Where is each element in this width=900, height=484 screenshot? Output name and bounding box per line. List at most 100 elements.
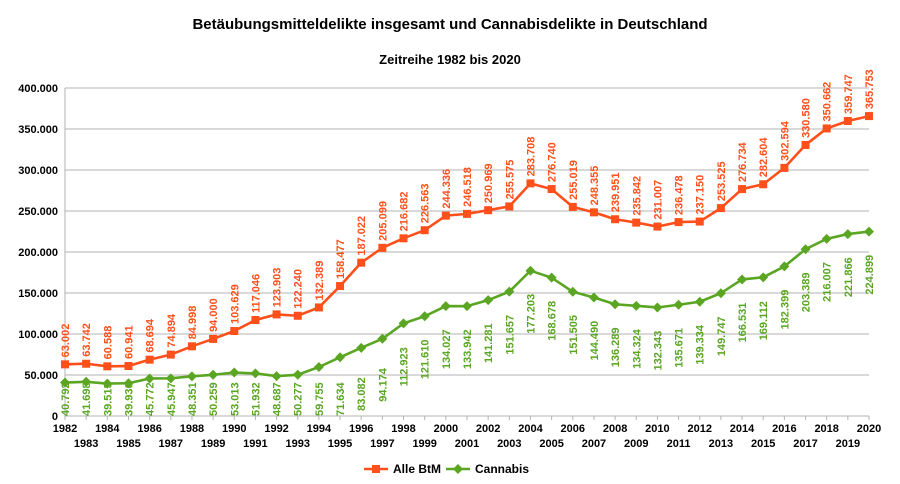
- legend-label: Cannabis: [475, 462, 529, 476]
- data-label: 68.694: [145, 318, 157, 353]
- data-point: [546, 272, 557, 283]
- data-point: [653, 222, 662, 231]
- x-tick-label: 2020: [857, 423, 881, 435]
- data-point: [102, 378, 113, 389]
- y-tick-label: 50.000: [24, 370, 58, 382]
- y-tick-label: 350.000: [18, 124, 58, 136]
- data-label: 221.866: [843, 257, 855, 297]
- data-label: 123.903: [272, 268, 284, 308]
- data-point: [356, 342, 367, 353]
- x-tick-label: 2000: [434, 423, 458, 435]
- data-label: 132.389: [314, 261, 326, 301]
- data-point: [251, 316, 260, 325]
- data-label: 149.747: [716, 316, 728, 356]
- x-tick-label: 1991: [243, 438, 267, 450]
- data-label: 139.334: [695, 324, 707, 365]
- data-label: 39.515: [102, 382, 114, 416]
- data-point: [250, 368, 261, 379]
- data-point: [145, 355, 154, 364]
- x-tick-label: 1992: [264, 423, 288, 435]
- data-point: [674, 218, 683, 227]
- data-point: [525, 265, 536, 276]
- x-tick-label: 2017: [793, 438, 817, 450]
- chart-subtitle: Zeitreihe 1982 bis 2020: [379, 52, 521, 67]
- data-label: 246.518: [462, 167, 474, 207]
- x-tick-label: 2013: [709, 438, 733, 450]
- data-label: 84.998: [187, 306, 199, 340]
- x-tick-label: 1998: [391, 423, 415, 435]
- y-tick-label: 200.000: [18, 247, 58, 259]
- data-point: [695, 217, 704, 226]
- data-label: 94.174: [377, 367, 389, 402]
- data-label: 166.531: [737, 303, 749, 343]
- data-label: 151.505: [568, 315, 580, 355]
- x-tick-label: 2012: [687, 423, 711, 435]
- data-label: 45.947: [166, 382, 178, 416]
- data-point: [398, 318, 409, 329]
- data-point: [738, 185, 747, 194]
- y-tick-label: 100.000: [18, 329, 58, 341]
- data-label: 350.662: [822, 82, 834, 122]
- data-point: [165, 373, 176, 384]
- x-tick-label: 1986: [137, 423, 161, 435]
- x-tick-label: 2019: [836, 438, 860, 450]
- data-point: [673, 299, 684, 310]
- data-label: 187.022: [356, 216, 368, 256]
- data-label: 74.894: [166, 313, 178, 348]
- data-point: [81, 376, 92, 387]
- x-tick-label: 1996: [349, 423, 373, 435]
- data-label: 63.742: [81, 323, 93, 357]
- data-point: [463, 209, 471, 218]
- x-tick-label: 2015: [751, 438, 775, 450]
- data-point: [716, 204, 725, 213]
- data-label: 53.013: [229, 382, 241, 416]
- data-point: [209, 334, 218, 343]
- data-point: [186, 371, 197, 382]
- data-point: [272, 310, 281, 319]
- data-point: [547, 185, 556, 194]
- x-tick-label: 2009: [624, 438, 648, 450]
- data-point: [652, 302, 663, 313]
- x-tick-label: 1985: [116, 438, 140, 450]
- data-label: 40.792: [60, 382, 72, 416]
- data-label: 253.525: [716, 161, 728, 201]
- data-label: 282.604: [758, 137, 770, 178]
- data-label: 169.112: [758, 301, 770, 340]
- data-label: 330.580: [801, 98, 813, 138]
- data-point: [780, 163, 789, 172]
- data-label: 50.277: [293, 382, 305, 416]
- data-label: 60.941: [123, 325, 135, 359]
- y-tick-label: 400.000: [18, 83, 58, 95]
- data-point: [378, 243, 387, 252]
- data-label: 235.842: [631, 176, 643, 216]
- data-point: [589, 208, 598, 217]
- data-point: [864, 226, 874, 237]
- data-label: 94.000: [208, 298, 220, 332]
- data-label: 122.240: [293, 269, 305, 309]
- y-tick-label: 250.000: [18, 206, 58, 218]
- data-label: 51.932: [250, 382, 262, 416]
- data-point: [462, 301, 472, 312]
- data-label: 226.563: [420, 183, 432, 223]
- data-point: [632, 218, 641, 227]
- data-label: 255.019: [568, 160, 580, 200]
- data-label: 132.343: [652, 331, 664, 371]
- data-point: [335, 352, 346, 363]
- x-tick-label: 2003: [497, 438, 521, 450]
- data-label: 117.046: [250, 274, 262, 313]
- data-point: [842, 229, 853, 240]
- data-label: 250.969: [483, 163, 495, 203]
- data-point: [313, 362, 324, 373]
- data-point: [758, 272, 769, 283]
- data-label: 168.678: [547, 301, 559, 341]
- data-point: [610, 299, 621, 310]
- data-point: [631, 300, 642, 311]
- data-label: 177.203: [525, 294, 537, 334]
- x-tick-label: 2002: [476, 423, 500, 435]
- data-label: 83.082: [356, 377, 368, 411]
- legend: Alle BtM Cannabis: [364, 462, 529, 476]
- x-tick-label: 1999: [412, 438, 436, 450]
- x-tick-label: 1993: [285, 438, 309, 450]
- x-tick-label: 1988: [180, 423, 204, 435]
- data-point: [230, 327, 239, 336]
